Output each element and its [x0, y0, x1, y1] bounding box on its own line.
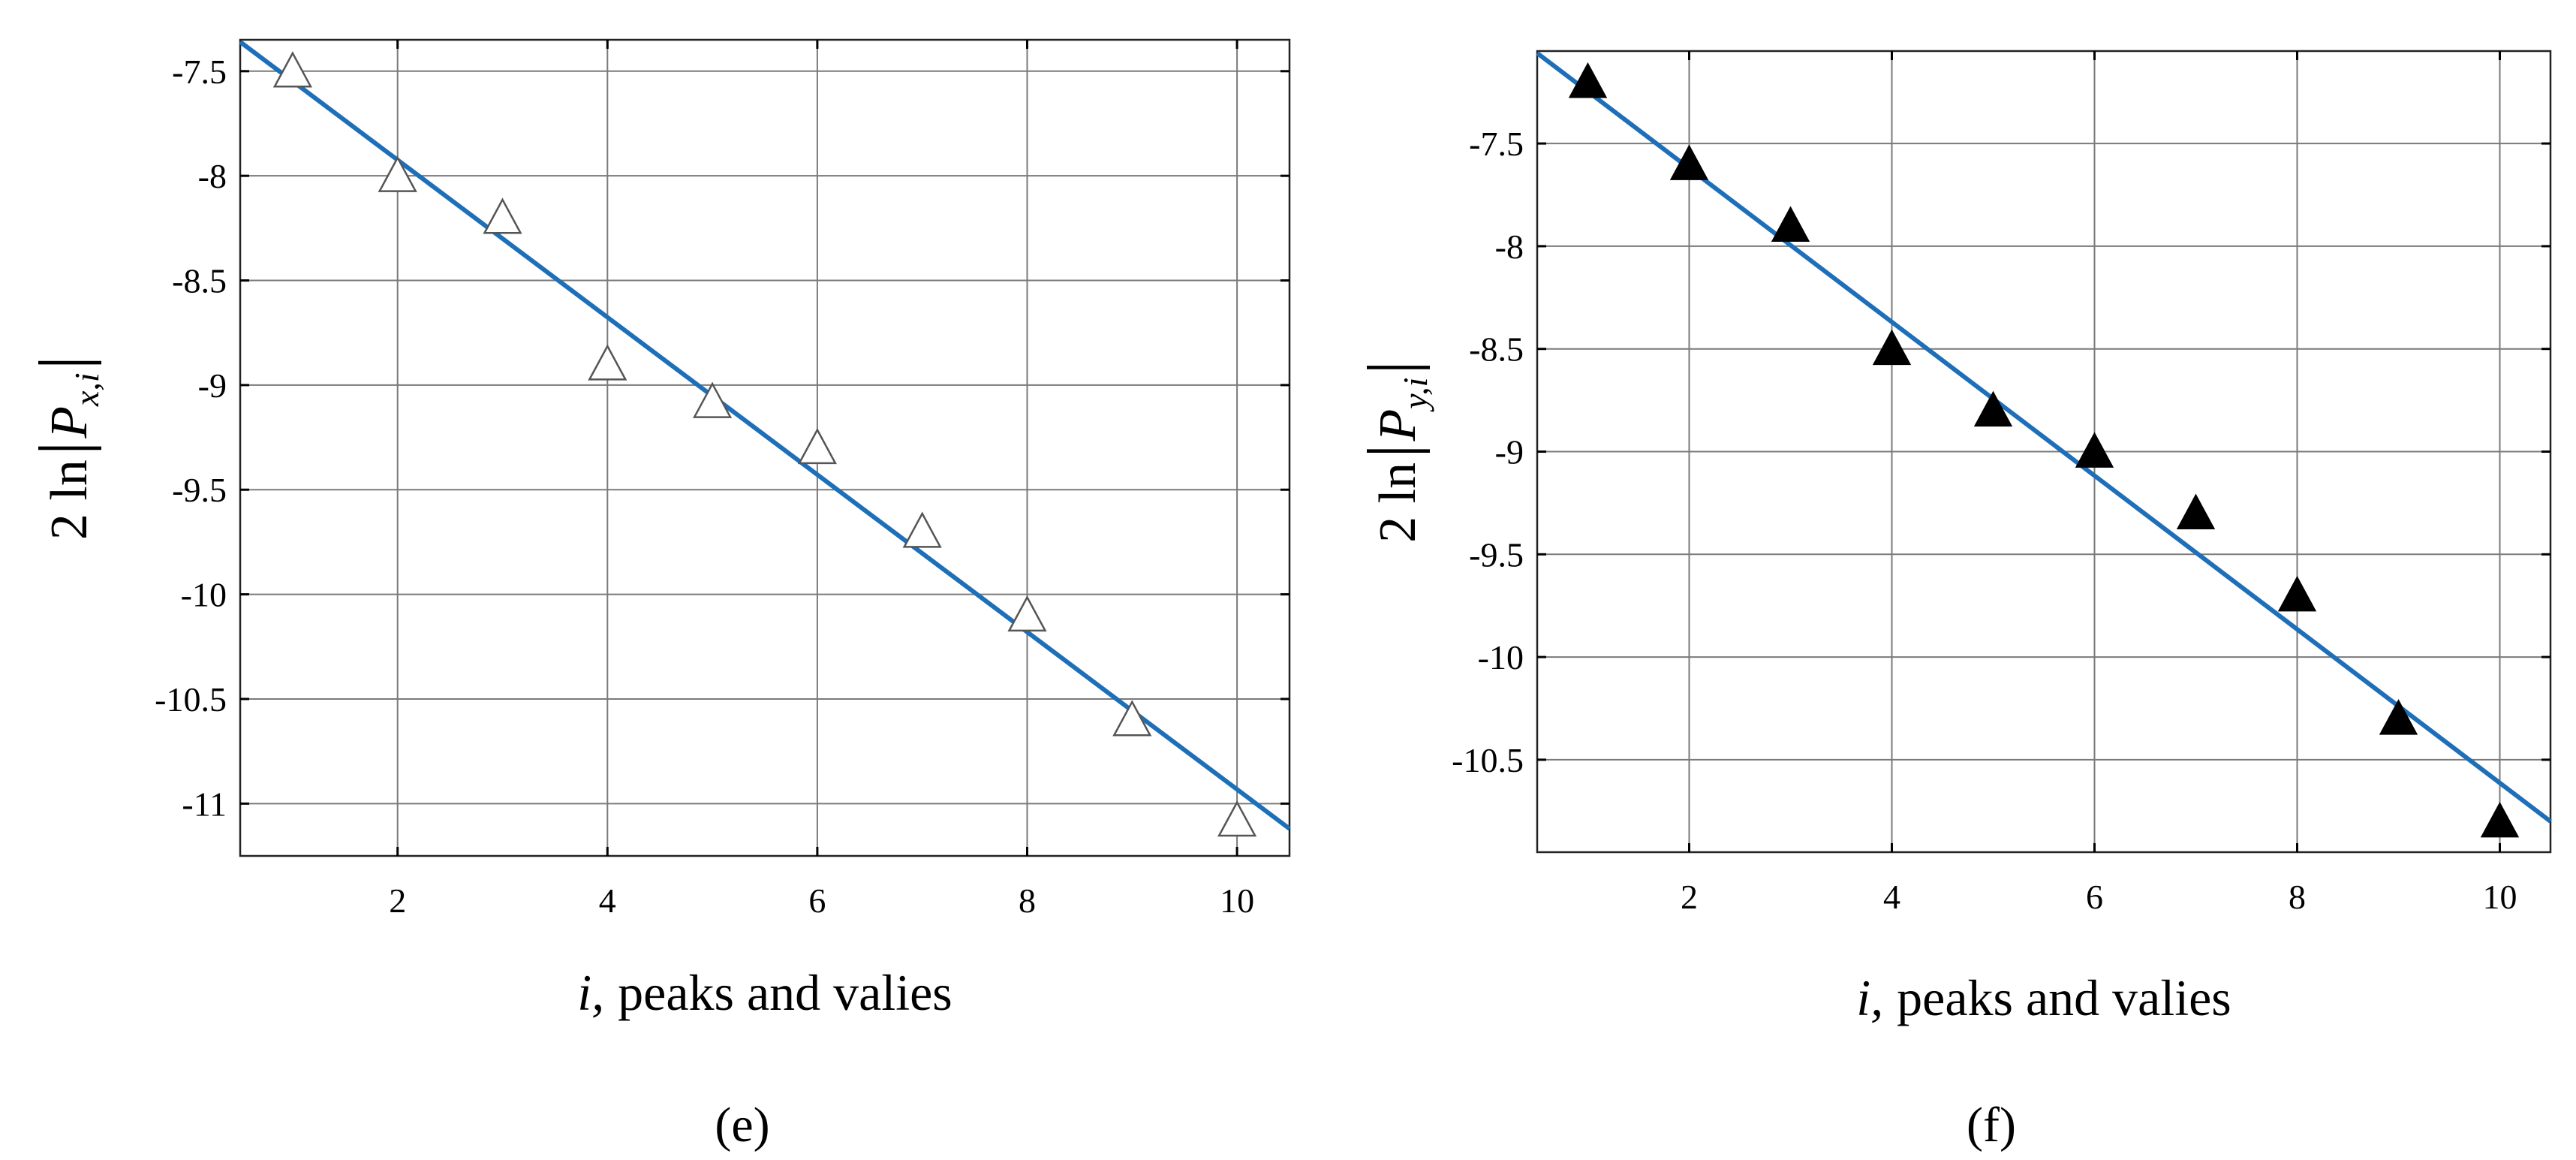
y-axis-label-prefix: 2 ln	[41, 459, 98, 540]
data-point	[1771, 206, 1810, 242]
y-tick-label: -11	[182, 785, 227, 823]
y-axis-label-bar: |	[25, 356, 101, 369]
y-axis-label-bar: |	[25, 441, 101, 455]
x-tick-label: 4	[1883, 878, 1900, 916]
y-axis-label-subscript: x,i	[68, 372, 106, 407]
x-tick-label: 2	[389, 881, 406, 920]
x-axis-label-var: i,	[1856, 969, 1883, 1026]
x-tick-label: 4	[599, 881, 616, 920]
y-tick-label: -9	[1495, 433, 1524, 472]
y-tick-label: -10	[181, 576, 227, 614]
plot-f: 2 4 6 8 10 -7.5 -8 -8.5 -9 -9.5 -10 -10.5 i, peaks an…	[1353, 50, 2552, 1152]
data-point	[1872, 329, 1912, 366]
data-point	[2075, 432, 2114, 468]
x-axis-label-var: i,	[577, 964, 604, 1021]
y-tick-label: -8.5	[1469, 330, 1524, 369]
x-tick-label: 10	[2483, 878, 2517, 916]
data-point	[588, 344, 627, 381]
data-point	[902, 511, 942, 548]
y-tick-label: -10.5	[1452, 741, 1524, 779]
data-point	[2277, 575, 2317, 612]
data-point	[1669, 144, 1709, 180]
y-tick-label: -9	[198, 366, 227, 405]
x-axis-label-text: peaks and valies	[618, 964, 952, 1021]
y-axis-label-prefix: 2 ln	[1369, 462, 1427, 543]
plot-e: 2 4 6 8 10 -7.5 -8 -8.5 -9 -9.5 -10 -10.5 -11 i, peaks…	[25, 38, 1291, 1152]
y-axis-label-text: 2 ln | Px,i |	[25, 356, 106, 540]
x-axis-label: i, peaks and valies	[1856, 969, 2231, 1026]
panel-label: (e)	[715, 1098, 769, 1152]
data-point	[1007, 595, 1047, 632]
y-tick-label: -10	[1478, 638, 1524, 676]
data-point	[272, 51, 312, 88]
y-axis-label: 2 ln | Py,i |	[1353, 360, 1434, 543]
y-tick-label: -7.5	[1469, 125, 1524, 163]
y-axis-label-symbol: P	[41, 406, 98, 439]
y-tick-label: -8.5	[172, 262, 227, 300]
x-tick-label: 2	[1681, 878, 1698, 916]
data-point	[1568, 62, 1608, 98]
data-point	[1112, 700, 1152, 737]
x-tick-label: 8	[1019, 881, 1036, 920]
data-point	[2480, 801, 2520, 838]
y-tick-label: -9.5	[1469, 535, 1524, 574]
y-tick-label: -8	[1495, 227, 1524, 266]
y-axis-label-bar: |	[1353, 360, 1430, 374]
data-point	[797, 427, 837, 465]
x-tick-label: 8	[2289, 878, 2306, 916]
axes-frame	[239, 38, 1291, 857]
y-axis-label-bar: |	[1353, 444, 1430, 457]
fit-line	[239, 40, 1291, 831]
fit-line	[1536, 51, 2552, 824]
data-point	[1217, 800, 1257, 837]
y-tick-label: -8	[198, 157, 227, 195]
y-axis-label-symbol: P	[1369, 409, 1427, 442]
y-tick-label: -7.5	[172, 53, 227, 91]
data-point	[1973, 390, 2013, 427]
x-tick-label: 6	[2086, 878, 2103, 916]
y-tick-label: -10.5	[155, 680, 227, 719]
y-axis-label-text: 2 ln | Py,i |	[1353, 360, 1434, 543]
data-point	[693, 381, 733, 418]
data-point	[2176, 493, 2216, 529]
x-axis-label-text: peaks and valies	[1897, 969, 2231, 1026]
panel-label: (f)	[1967, 1098, 2016, 1152]
y-tick-label: -9.5	[172, 471, 227, 509]
data-point	[2379, 699, 2418, 735]
y-axis-label: 2 ln | Px,i |	[25, 356, 106, 540]
data-point	[483, 197, 522, 234]
x-tick-label: 10	[1220, 881, 1254, 920]
x-axis-label: i, peaks and valies	[577, 964, 952, 1021]
x-tick-label: 6	[808, 881, 826, 920]
data-point	[378, 155, 417, 192]
y-axis-label-subscript: y,i	[1396, 378, 1434, 412]
